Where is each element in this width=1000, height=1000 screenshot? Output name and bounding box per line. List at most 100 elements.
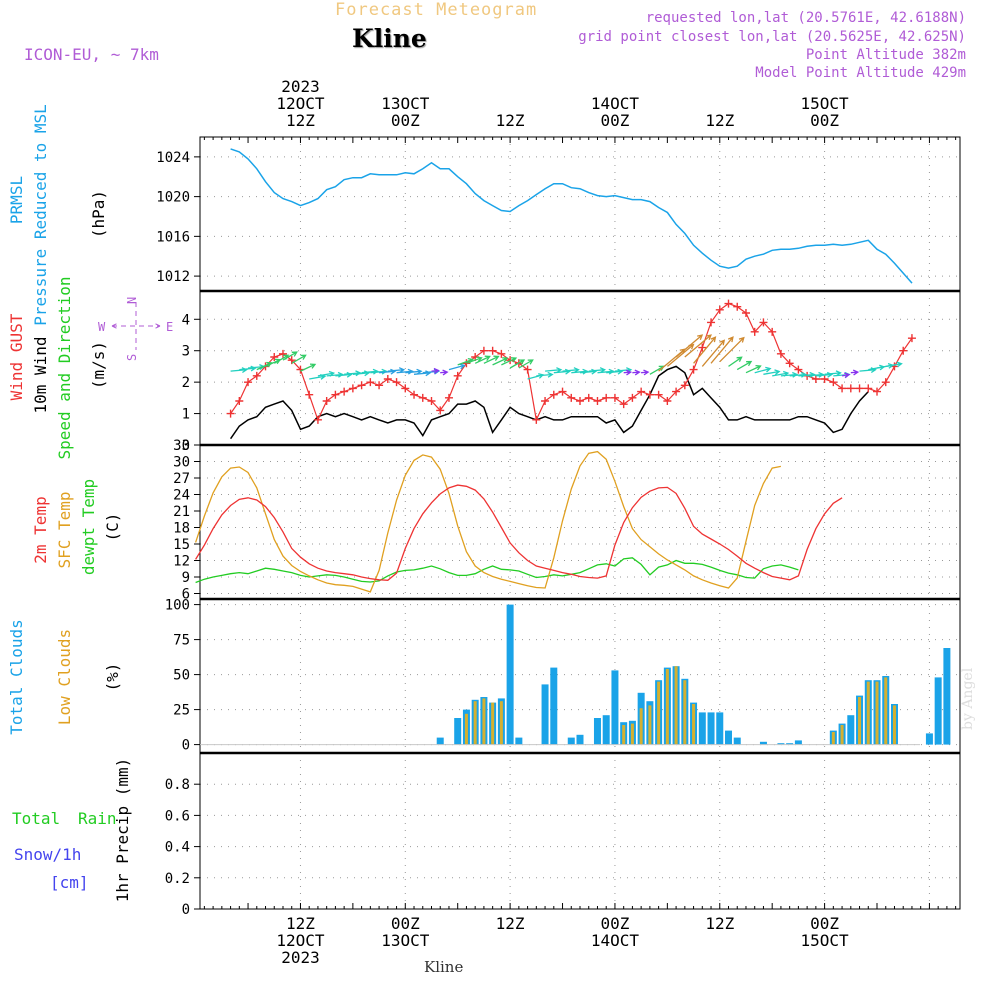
wind-direction-arrow — [850, 369, 860, 376]
wind-gust-side-label: Wind GUST — [7, 313, 26, 400]
gust-marker — [873, 387, 882, 396]
x-tick-label-top: 00Z — [600, 111, 629, 130]
gust-marker — [733, 302, 742, 311]
gust-marker — [619, 400, 628, 409]
y-tick-label: 3 — [182, 344, 190, 360]
total-cloud-bar — [436, 737, 444, 745]
gust-marker — [392, 378, 401, 387]
wind-direction-arrow — [545, 367, 563, 374]
y-tick-label: 100 — [165, 598, 190, 614]
gust-marker — [549, 390, 558, 399]
wind-direction-arrow — [684, 334, 712, 358]
y-tick-label: 1 — [182, 407, 190, 423]
gust-marker — [410, 390, 419, 399]
wind-direction-arrow — [527, 373, 545, 380]
x-tick-label-top: 00Z — [391, 111, 420, 130]
low-cloud-bar — [692, 704, 696, 745]
wind-direction-arrow — [641, 369, 650, 376]
y-tick-label: 25 — [173, 703, 190, 719]
wind-direction-arrow — [562, 367, 580, 374]
wind-direction-arrow — [606, 368, 624, 375]
low-cloud-bar — [665, 669, 669, 745]
y-tick-label: 30 — [173, 455, 190, 471]
dewpoint-side-label: dewpt Temp — [79, 479, 98, 575]
wind-direction-arrow — [387, 367, 406, 374]
low-cloud-bar — [831, 732, 835, 745]
panel-frame — [199, 752, 961, 910]
precip-total-label: Total — [12, 809, 60, 828]
wind-direction-arrow — [710, 336, 734, 364]
wind-direction-arrow — [379, 368, 397, 375]
y-tick-label: 9 — [182, 570, 190, 586]
y-tick-label: 50 — [173, 668, 190, 684]
gust-marker — [829, 378, 838, 387]
y-tick-label: 12 — [173, 554, 190, 570]
low-cloud-bar — [464, 713, 468, 745]
y-tick-label: 18 — [173, 521, 190, 537]
gust-marker — [864, 384, 873, 393]
total-cloud-bar — [576, 734, 584, 745]
x-tick-label-top: 2023 — [281, 77, 320, 96]
y-tick-label: 0.8 — [165, 777, 190, 793]
gust-marker — [322, 397, 331, 405]
chart-title: Forecast Meteogram — [335, 0, 538, 20]
gust-marker — [558, 387, 567, 396]
wind-direction-arrow — [396, 368, 414, 375]
wind-direction-arrow — [798, 371, 816, 378]
wind-direction-arrow — [518, 359, 534, 369]
gust-marker — [672, 387, 681, 396]
x-tick-label-top: 14OCT — [591, 94, 640, 113]
y-tick-label: 33 — [173, 438, 190, 454]
gust-marker — [541, 397, 550, 405]
low-cloud-bar — [866, 681, 870, 745]
precip-rain-label: Rain — [78, 809, 117, 828]
total-cloud-bar — [777, 743, 785, 745]
location-title: Kline — [352, 24, 427, 53]
y-tick-label: 0.6 — [165, 808, 190, 824]
wind-direction-arrow — [553, 368, 572, 375]
gust-marker — [602, 393, 611, 402]
wind-direction-arrow — [256, 361, 273, 371]
low-cloud-bar — [648, 705, 652, 745]
wind-direction-arrow — [754, 366, 772, 374]
gust-marker — [497, 349, 506, 358]
gust-marker — [488, 346, 497, 355]
gust-marker — [331, 390, 340, 399]
low-clouds-side-label: Low Clouds — [55, 629, 74, 725]
low-cloud-bar — [657, 681, 661, 745]
gust-marker — [584, 393, 593, 402]
wind-direction-arrow — [763, 369, 781, 376]
low-cloud-bar — [491, 702, 495, 745]
gust-marker — [427, 397, 436, 405]
point-altitude: Point Altitude 382m — [805, 47, 966, 63]
wind-direction-arrow — [623, 369, 633, 376]
gust-marker — [689, 365, 698, 374]
x-tick-label-bottom: 00Z — [600, 914, 629, 933]
gust-marker — [724, 299, 733, 308]
low-cloud-bar — [499, 701, 503, 745]
gust-marker — [436, 406, 445, 415]
y-tick-label: 4 — [182, 312, 190, 328]
gust-marker — [768, 327, 777, 336]
wind-direction-arrow — [448, 363, 466, 371]
temp-2m-line — [195, 484, 843, 581]
x-tick-label-top: 00Z — [810, 111, 839, 130]
total-clouds-side-label: Total Clouds — [7, 619, 26, 735]
wind-unit-label: (m/s) — [89, 341, 108, 389]
gust-marker — [226, 409, 235, 418]
gust-marker — [907, 334, 916, 343]
gust-marker — [750, 327, 759, 336]
gust-marker — [654, 390, 663, 399]
gust-marker — [313, 415, 322, 424]
gust-marker — [278, 349, 287, 358]
gust-marker — [235, 397, 244, 405]
precip-cm-label: [cm] — [50, 873, 89, 892]
gust-marker — [820, 375, 829, 383]
panel-frame — [199, 598, 961, 754]
footer-location: Kline — [424, 958, 464, 976]
low-cloud-bar — [482, 698, 486, 745]
wind-direction-arrow — [300, 363, 317, 372]
gust-marker — [252, 371, 261, 380]
gust-marker — [899, 346, 908, 355]
